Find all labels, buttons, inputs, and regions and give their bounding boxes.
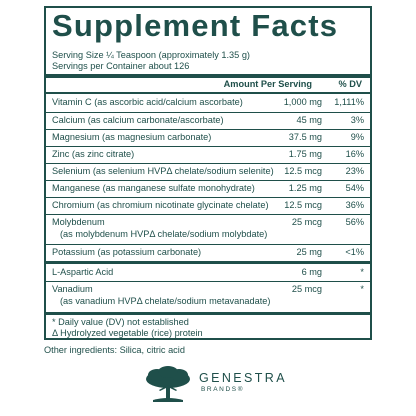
nutrient-dv: <1% [345, 247, 364, 257]
row-divider [46, 244, 370, 245]
footnote-hvp: Δ Hydrolyzed vegetable (rice) protein [52, 328, 203, 338]
nutrient-name: Vitamin C (as ascorbic acid/calcium asco… [52, 97, 243, 107]
row-divider [46, 197, 370, 198]
nutrient-dv: 56% [345, 217, 364, 227]
tree-icon [146, 366, 190, 402]
nutrient-amount: 12.5 mcg [284, 166, 322, 176]
nutrient-name: Molybdenum [52, 217, 105, 227]
nutrient-dv: 9% [350, 132, 364, 142]
nutrient-name: Manganese (as manganese sulfate monohydr… [52, 183, 255, 193]
nutrient-dv: 16% [345, 149, 364, 159]
header-divider [46, 92, 370, 94]
other-ingredients: Other ingredients: Silica, citric acid [44, 345, 185, 355]
nutrient-name: Zinc (as zinc citrate) [52, 149, 135, 159]
nutrient-row: Molybdenum (as molybdenum HVPΔ chelate/s… [46, 217, 370, 243]
nutrient-amount: 6 mg [301, 267, 322, 277]
nutrient-amount: 1.75 mg [288, 149, 322, 159]
row-divider [46, 281, 370, 282]
nutrient-source: (as vanadium HVPΔ chelate/sodium metavan… [60, 296, 271, 306]
nutrient-amount: 25 mcg [291, 284, 322, 294]
nutrient-amount: 37.5 mg [288, 132, 322, 142]
brand-logo: GENESTRA BRANDS® [143, 363, 285, 407]
nutrient-name: Chromium (as chromium nicotinate glycina… [52, 200, 269, 210]
nutrient-name: L-Aspartic Acid [52, 267, 114, 277]
nutrient-dv: 1,111% [334, 97, 364, 107]
servings-per-container: Servings per Container about 126 [52, 61, 190, 71]
nutrient-dv: 36% [345, 200, 364, 210]
row-divider [46, 163, 370, 164]
nutrient-dv: 54% [345, 183, 364, 193]
row-divider [46, 180, 370, 181]
panel-title: Supplement Facts [52, 8, 339, 43]
supplement-facts-panel: Supplement Facts Serving Size ¼ Teaspoon… [44, 6, 372, 340]
nutrient-dv: * [360, 267, 364, 277]
thick-divider [46, 74, 370, 78]
nutrient-amount: 25 mcg [291, 217, 322, 227]
nutrient-dv: * [360, 284, 364, 294]
nutrient-name: Calcium (as calcium carbonate/ascorbate) [52, 115, 224, 125]
nutrient-dv: 23% [345, 166, 364, 176]
nutrient-name: Selenium (as selenium HVPΔ chelate/sodiu… [52, 166, 274, 176]
thick-divider [46, 312, 370, 315]
row-divider [46, 112, 370, 113]
footnote-dv: * Daily value (DV) not established [52, 317, 189, 327]
row-divider [46, 146, 370, 147]
thick-divider [46, 261, 370, 264]
nutrient-dv: 3% [350, 115, 364, 125]
brand-subtitle: BRANDS® [201, 386, 245, 393]
nutrient-name: Vanadium [52, 284, 93, 294]
nutrient-amount: 12.5 mcg [284, 200, 322, 210]
dv-header: % DV [338, 79, 363, 89]
nutrient-amount: 45 mg [296, 115, 322, 125]
nutrient-amount: 25 mg [296, 247, 322, 257]
serving-size: Serving Size ¼ Teaspoon (approximately 1… [52, 50, 250, 60]
nutrient-source: (as molybdenum HVPΔ chelate/sodium molyb… [60, 229, 268, 239]
nutrient-name: Potassium (as potassium carbonate) [52, 247, 202, 257]
brand-name: GENESTRA [199, 371, 287, 385]
amount-per-serving-header: Amount Per Serving [223, 79, 312, 89]
row-divider [46, 129, 370, 130]
nutrient-name: Magnesium (as magnesium carbonate) [52, 132, 212, 142]
nutrient-amount: 1.25 mg [288, 183, 322, 193]
nutrient-row: Vanadium (as vanadium HVPΔ chelate/sodiu… [46, 284, 370, 310]
nutrient-amount: 1,000 mg [283, 97, 322, 107]
row-divider [46, 214, 370, 215]
